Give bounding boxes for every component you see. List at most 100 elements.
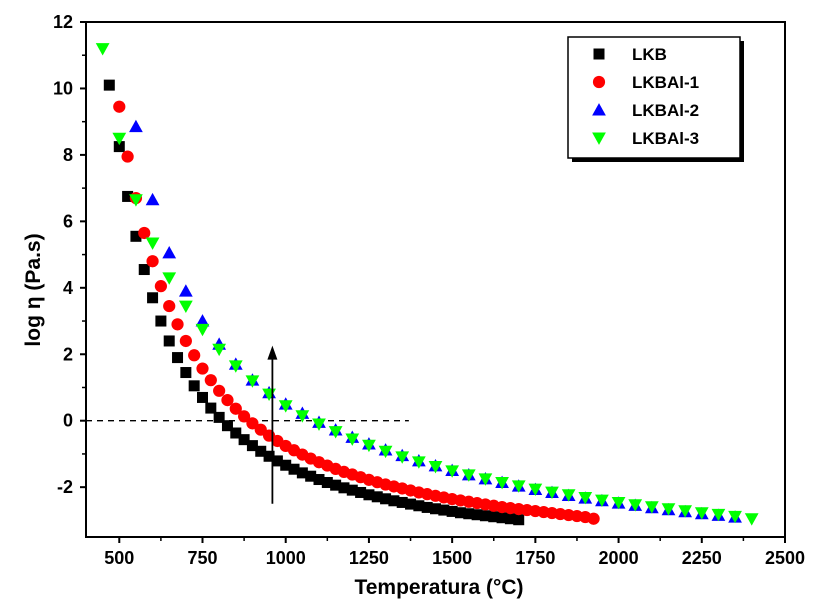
data-point <box>395 451 410 464</box>
data-point <box>195 314 210 327</box>
data-point <box>378 445 393 459</box>
data-point <box>162 246 177 259</box>
data-point <box>129 119 143 133</box>
data-point <box>346 484 358 496</box>
y-tick-label: 2 <box>63 344 73 364</box>
data-point <box>587 512 600 525</box>
x-tick-label: 1500 <box>432 548 472 568</box>
data-point <box>103 79 115 91</box>
y-tick-label: -2 <box>57 477 73 497</box>
series-lkb <box>103 79 525 526</box>
data-point <box>280 459 292 471</box>
data-point <box>445 465 460 478</box>
data-point <box>504 513 516 525</box>
data-point <box>496 512 508 524</box>
data-point <box>154 280 167 293</box>
arrow-head <box>267 345 278 360</box>
data-point <box>146 255 159 268</box>
data-point <box>245 375 260 388</box>
data-point <box>238 410 251 423</box>
data-point <box>178 300 193 313</box>
data-point <box>495 477 509 490</box>
data-point <box>328 426 343 439</box>
series-lkbal-3 <box>95 43 759 526</box>
data-point <box>188 349 201 362</box>
data-point <box>155 315 167 327</box>
data-point <box>478 473 493 486</box>
data-point <box>130 230 142 242</box>
data-point <box>138 264 150 276</box>
x-tick-label: 1000 <box>266 548 306 568</box>
data-point <box>113 141 125 153</box>
data-point <box>380 493 392 505</box>
data-point <box>411 456 426 469</box>
data-point <box>362 439 376 453</box>
data-point <box>112 132 127 146</box>
data-point <box>113 100 126 113</box>
data-point <box>545 486 559 500</box>
data-point <box>678 505 693 518</box>
data-point <box>446 505 458 517</box>
x-tick-label: 2250 <box>682 548 722 568</box>
data-point <box>228 360 243 373</box>
data-point <box>197 391 208 403</box>
data-point <box>305 470 317 482</box>
data-point <box>471 509 483 521</box>
x-tick-label: 500 <box>104 548 134 568</box>
data-point <box>511 480 526 493</box>
legend: LKB LKBAl-1 LKBAl-2 LKBAl-3 <box>567 36 744 162</box>
data-point <box>180 367 192 379</box>
data-point <box>611 496 626 510</box>
data-point <box>428 461 443 474</box>
data-point <box>238 434 250 446</box>
data-point <box>528 483 543 497</box>
data-point <box>479 510 491 522</box>
series-layer <box>95 43 759 526</box>
y-tick-label: 6 <box>63 211 73 231</box>
data-point <box>221 394 234 407</box>
plot-area <box>85 21 786 538</box>
data-point <box>163 299 176 313</box>
data-point <box>355 486 367 498</box>
y-tick-label: 12 <box>53 12 73 32</box>
data-point <box>163 335 175 347</box>
data-point <box>744 513 759 526</box>
data-point <box>172 352 184 364</box>
data-point <box>345 433 360 446</box>
data-point <box>488 511 500 523</box>
x-tick-label: 2500 <box>765 548 805 568</box>
data-point <box>271 455 283 467</box>
axes-layer: 500 750 1000 1250 1500 1750 2000 2250 2500 -2 0 2 4 6… <box>53 12 805 568</box>
x-tick-label: 750 <box>187 548 217 568</box>
data-point <box>138 226 151 240</box>
data-point <box>145 192 160 206</box>
data-point <box>95 43 110 56</box>
data-point <box>121 150 134 163</box>
plot-frame <box>85 21 786 538</box>
data-point <box>363 489 375 501</box>
data-point <box>312 418 326 431</box>
legend-marker <box>592 132 606 145</box>
data-point <box>413 500 425 512</box>
data-point <box>129 194 143 207</box>
data-point <box>178 284 193 297</box>
data-point <box>454 507 466 519</box>
data-point <box>278 400 293 413</box>
data-point <box>145 237 160 250</box>
legend-label: LKBAl-3 <box>632 129 699 148</box>
legend-marker <box>593 48 605 60</box>
y-tick-label: 8 <box>63 145 73 165</box>
data-point <box>595 494 609 507</box>
data-point <box>204 374 217 387</box>
data-point <box>330 479 342 491</box>
y-axis-title: log η (Pa.s) <box>22 233 45 346</box>
x-axis-title: Temperatura (°C) <box>354 576 523 599</box>
data-point <box>162 272 177 285</box>
data-point <box>288 463 300 475</box>
data-point <box>628 499 643 512</box>
data-point <box>438 504 450 516</box>
data-point <box>561 489 576 502</box>
data-point <box>388 495 400 507</box>
series-lkbal-1 <box>113 100 600 525</box>
